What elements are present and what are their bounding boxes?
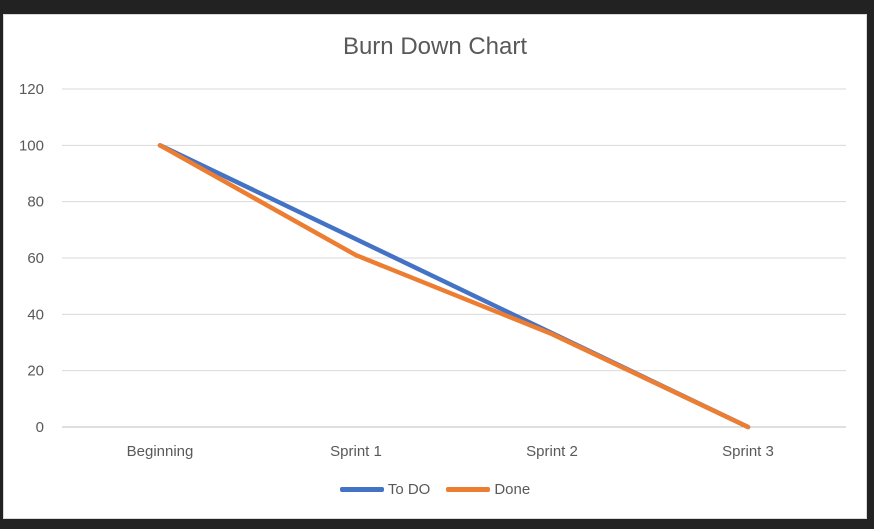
legend-label: Done [494,481,531,498]
chart-title: Burn Down Chart [342,33,528,60]
legend-label: To DO [387,481,431,498]
x-tick-label: Sprint 2 [526,443,578,460]
y-tick-label: 80 [27,194,44,211]
legend-item-to-do: To DO [339,481,431,498]
x-tick-label: Sprint 1 [330,443,382,460]
y-tick-label: 100 [19,137,44,154]
y-tick-label: 120 [19,81,44,98]
y-tick-label: 60 [27,250,44,267]
series-line-done [157,143,751,430]
legend: To DO Done [4,481,866,498]
x-tick-label: Beginning [127,443,194,460]
y-tick-label: 40 [27,306,44,323]
x-tick-label: Sprint 3 [722,443,774,460]
y-tick-label: 0 [36,419,44,436]
y-tick-label: 20 [27,363,44,380]
legend-item-done: Done [446,481,530,498]
plot-area: 0 20 40 60 80 100 120 Beginning Sprint 1 Sprint 2… [19,81,846,460]
legend-swatch [446,487,491,492]
legend-swatch [339,487,384,492]
chart-area: Burn Down Chart 0 20 40 60 80 100 120 Beginning… [3,14,867,519]
